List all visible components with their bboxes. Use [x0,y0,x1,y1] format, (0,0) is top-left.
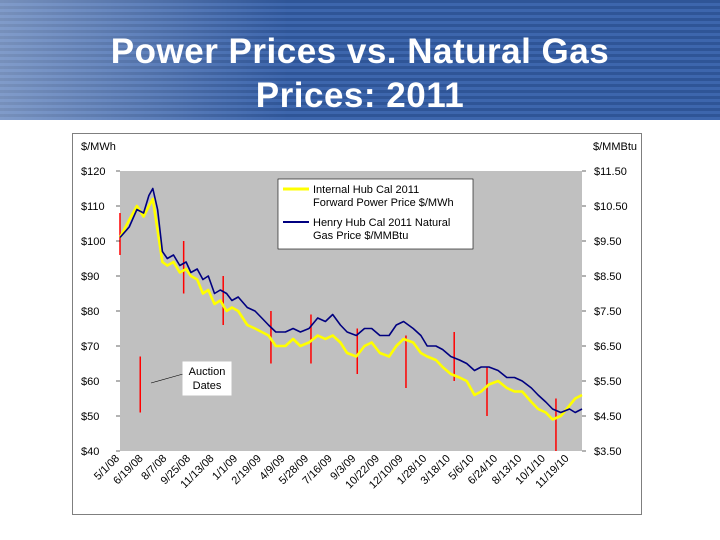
left-axis-tick-label: $80 [81,306,99,318]
right-axis-tick-label: $9.50 [594,236,622,248]
slide-title-line-1: Power Prices vs. Natural Gas [110,32,610,71]
auction-callout-line-2: Dates [193,380,222,392]
right-axis-tick-label: $4.50 [594,411,622,423]
legend-box [277,178,474,250]
left-axis-tick-label: $60 [81,376,99,388]
slide-title: Power Prices vs. Natural Gas Prices: 201… [0,30,720,118]
auction-callout: Auction Dates [150,361,232,396]
auction-callout-leader [150,373,184,384]
title-banner [0,0,720,120]
series-lines [118,187,583,421]
title-divider [0,120,720,122]
right-axis-tick-label: $7.50 [594,306,622,318]
left-axis-tick-label: $120 [81,166,105,178]
legend-power-label: Internal Hub Cal 2011 Forward Power Price… [313,184,454,209]
power-price-line [118,197,583,421]
right-axis-unit-label: $/MMBtu [593,141,637,153]
auction-callout-line-1: Auction [189,366,226,378]
legend: Internal Hub Cal 2011 Forward Power Price… [277,178,474,250]
right-axis-tick-label: $6.50 [594,341,622,353]
title-banner-highlight [0,0,720,120]
right-axis-ticks: $11.50 $10.50 $9.50 $8.50 $7.50 $6.50 $5.50 $4.… [582,166,628,458]
left-axis-tick-label: $50 [81,411,99,423]
right-axis-tick-label: $11.50 [594,166,627,178]
auction-callout-box [182,361,232,396]
legend-gas-label: Henry Hub Cal 2011 Natural Gas Price $/MM… [313,217,450,242]
left-axis-tick-label: $100 [81,236,105,248]
right-axis-tick-label: $5.50 [594,376,622,388]
x-axis-ticks: 5/1/086/19/088/7/089/25/0811/13/081/1/09… [92,453,572,492]
price-chart: $/MWh $/MMBtu $120 $110 $100 $90 $80 $70 $60 $5… [81,141,637,492]
slide-title-line-2: Prices: 2011 [255,76,465,115]
right-axis-tick-label: $8.50 [594,271,622,283]
left-axis-unit-label: $/MWh [81,141,116,153]
left-axis-tick-label: $70 [81,341,99,353]
chart-frame: $/MWh $/MMBtu $120 $110 $100 $90 $80 $70 $60 $5… [72,133,642,515]
gas-price-line [119,187,583,414]
left-axis-ticks: $120 $110 $100 $90 $80 $70 $60 $50 $40 [81,166,120,458]
left-axis-tick-label: $90 [81,271,99,283]
right-axis-tick-label: $3.50 [594,446,622,458]
left-axis-tick-label: $110 [81,201,105,213]
right-axis-tick-label: $10.50 [594,201,628,213]
left-axis-tick-label: $40 [81,446,99,458]
